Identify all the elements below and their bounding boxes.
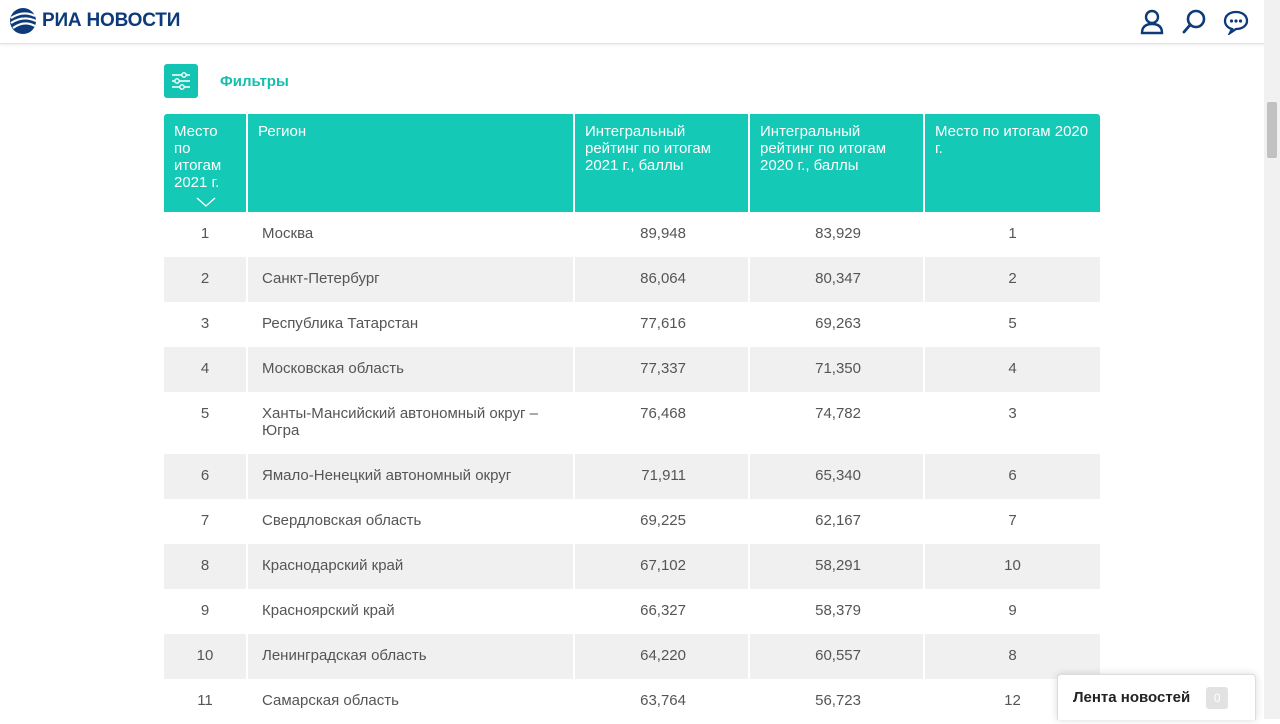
- cell-place-2021: 7: [164, 499, 248, 544]
- cell-place-2020: 9: [1008, 602, 1017, 619]
- logo-text: РИА НОВОСТИ: [42, 10, 181, 31]
- filters-label: Фильтры: [220, 72, 289, 90]
- cell-place-2020: 8: [925, 634, 1100, 679]
- cell-region: Краснодарский край: [248, 544, 575, 589]
- cell-place-2021: 5: [164, 392, 248, 454]
- cell-rating-2020: 58,379: [750, 589, 925, 634]
- table-row: 9 Красноярский край 66,327 58,379 9: [164, 589, 1100, 634]
- cell-place-2020: 3: [1008, 405, 1017, 422]
- site-header: РИА НОВОСТИ: [0, 0, 1264, 44]
- cell-rating-2020: 74,782: [750, 392, 925, 454]
- globe-logo-icon: [10, 8, 37, 34]
- cell-rating-2020: 62,167: [750, 499, 925, 544]
- chat-icon[interactable]: [1222, 8, 1250, 36]
- cell-rating-2021: 77,616: [575, 302, 750, 347]
- cell-rating-2020: 83,929: [750, 212, 925, 257]
- cell-rating-2021: 86,064: [575, 257, 750, 302]
- cell-rating-2021: 77,337: [575, 347, 750, 392]
- table-row: 8 Краснодарский край 67,102 58,291 10: [164, 544, 1100, 589]
- cell-region: Москва: [248, 212, 575, 257]
- table-row: 10 Ленинградская область 64,220 60,557 8: [164, 634, 1100, 679]
- cell-place-2021: 4: [164, 347, 248, 392]
- cell-region: Ленинградская область: [248, 634, 575, 679]
- rating-table: Место по итогам 2021 г. Регион Интеграль…: [164, 114, 1100, 724]
- col-header-rating-2021[interactable]: Интегральный рейтинг по итогам 2021 г., …: [575, 114, 750, 212]
- col-header-place-2020[interactable]: Место по итогам 2020 г.: [925, 114, 1100, 212]
- cell-place-2020: 6: [925, 454, 1100, 499]
- news-count-badge: 0: [1206, 686, 1229, 709]
- cell-region: Республика Татарстан: [248, 302, 575, 347]
- cell-rating-2021: 66,327: [575, 589, 750, 634]
- cell-place-2021: 8: [164, 544, 248, 589]
- cell-region: Санкт-Петербург: [248, 257, 575, 302]
- cell-rating-2021: 89,948: [575, 212, 750, 257]
- cell-place-2020: 1: [1008, 225, 1017, 242]
- cell-place-2020: 4: [925, 347, 1100, 392]
- cell-region: Свердловская область: [248, 499, 575, 544]
- cell-rating-2021: 64,220: [575, 634, 750, 679]
- news-feed-label: Лента новостей: [1073, 689, 1191, 706]
- table-row: 2 Санкт-Петербург 86,064 80,347 2: [164, 257, 1100, 302]
- cell-rating-2021: 63,764: [575, 679, 750, 724]
- cell-rating-2021: 76,468: [575, 392, 750, 454]
- table-row: 7 Свердловская область 69,225 62,167 7: [164, 499, 1100, 544]
- filter-sliders-icon[interactable]: [164, 64, 198, 98]
- cell-place-2020: 10: [925, 544, 1100, 589]
- scrollbar-thumb[interactable]: [1267, 102, 1277, 158]
- cell-region: Красноярский край: [248, 589, 575, 634]
- cell-region: Московская область: [248, 347, 575, 392]
- cell-rating-2020: 56,723: [750, 679, 925, 724]
- cell-place-2020: 5: [1008, 315, 1017, 332]
- col-header-region[interactable]: Регион: [248, 114, 575, 212]
- table-row: 5 Ханты-Мансийский автономный округ – Югр…: [164, 392, 1100, 454]
- cell-region: Ямало-Ненецкий автономный округ: [248, 454, 575, 499]
- cell-place-2021: 1: [164, 212, 248, 257]
- table-row: 11 Самарская область 63,764 56,723 12: [164, 679, 1100, 724]
- cell-rating-2020: 71,350: [750, 347, 925, 392]
- cell-place-2020: 7: [1008, 512, 1017, 529]
- table-row: 6 Ямало-Ненецкий автономный округ 71,911 65…: [164, 454, 1100, 499]
- table-row: 4 Московская область 77,337 71,350 4: [164, 347, 1100, 392]
- cell-rating-2020: 80,347: [750, 257, 925, 302]
- table-row: 3 Республика Татарстан 77,616 69,263 5: [164, 302, 1100, 347]
- cell-region: Ханты-Мансийский автономный округ – Югра: [248, 392, 575, 454]
- cell-place-2021: 2: [164, 257, 248, 302]
- chevron-down-icon[interactable]: [196, 197, 216, 207]
- cell-place-2021: 10: [164, 634, 248, 679]
- cell-rating-2021: 67,102: [575, 544, 750, 589]
- col-header-rating-2020[interactable]: Интегральный рейтинг по итогам 2020 г., …: [750, 114, 925, 212]
- cell-place-2020: 12: [1004, 692, 1021, 709]
- cell-rating-2021: 69,225: [575, 499, 750, 544]
- user-icon[interactable]: [1138, 8, 1166, 36]
- cell-place-2020: 2: [925, 257, 1100, 302]
- ria-logo[interactable]: РИА НОВОСТИ: [8, 6, 180, 36]
- table-row: 1 Москва 89,948 83,929 1: [164, 212, 1100, 257]
- cell-place-2021: 9: [164, 589, 248, 634]
- cell-rating-2021: 71,911: [575, 454, 750, 499]
- cell-rating-2020: 69,263: [750, 302, 925, 347]
- cell-place-2021: 3: [164, 302, 248, 347]
- cell-region: Самарская область: [248, 679, 575, 724]
- table-header-row: Место по итогам 2021 г. Регион Интеграль…: [164, 114, 1100, 212]
- search-icon[interactable]: [1180, 8, 1208, 36]
- cell-place-2021: 11: [164, 679, 248, 724]
- page-scrollbar[interactable]: [1264, 0, 1280, 719]
- cell-place-2021: 6: [164, 454, 248, 499]
- filters-toggle[interactable]: Фильтры: [164, 64, 289, 98]
- col-header-place-2021[interactable]: Место по итогам 2021 г.: [164, 114, 248, 212]
- cell-rating-2020: 58,291: [750, 544, 925, 589]
- news-feed-button[interactable]: Лента новостей 0: [1057, 674, 1256, 720]
- cell-rating-2020: 60,557: [750, 634, 925, 679]
- cell-rating-2020: 65,340: [750, 454, 925, 499]
